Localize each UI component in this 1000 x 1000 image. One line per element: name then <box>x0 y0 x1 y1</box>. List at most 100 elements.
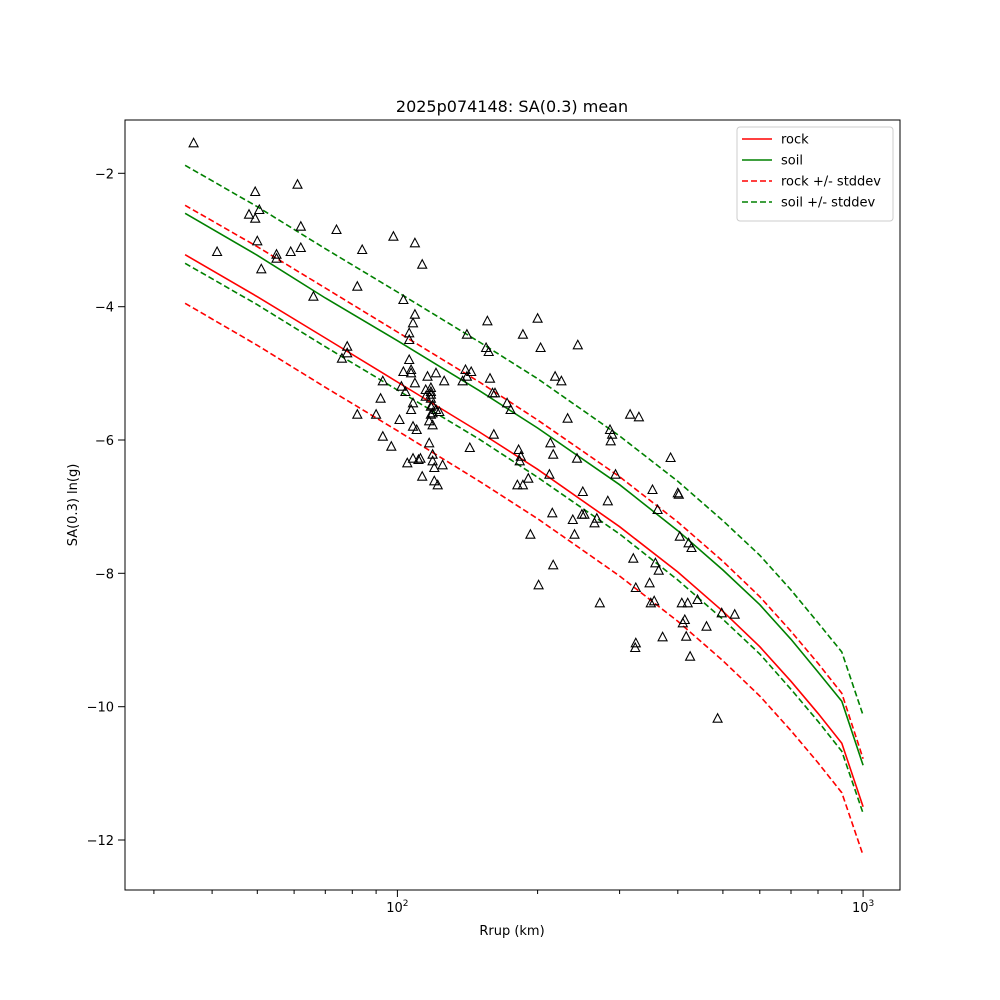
observation-point <box>425 381 437 393</box>
observation-point <box>624 408 636 419</box>
series-line-5 <box>184 262 864 814</box>
observation-point <box>397 365 409 377</box>
observation-point <box>549 370 561 381</box>
observation-point <box>484 372 496 383</box>
observation-point <box>422 370 433 381</box>
observation-point <box>569 528 580 539</box>
observation-point <box>682 597 694 608</box>
observation-point <box>188 137 200 148</box>
observation-point <box>407 452 419 463</box>
y-tick-label: −10 <box>87 701 114 716</box>
observation-point <box>488 428 500 439</box>
observation-point <box>684 650 696 661</box>
observation-point <box>307 290 319 301</box>
y-tick-label: −8 <box>95 567 114 582</box>
observation-point <box>532 312 544 323</box>
observation-point <box>543 468 555 479</box>
observation-point <box>387 230 399 241</box>
observation-point <box>489 387 501 398</box>
observation-point <box>555 375 567 386</box>
observation-point <box>630 637 642 648</box>
observation-point <box>413 453 424 465</box>
observation-point <box>403 333 415 345</box>
observation-point <box>295 241 307 253</box>
observation-point <box>522 472 534 483</box>
observation-point <box>464 441 476 453</box>
observation-point <box>676 597 688 608</box>
legend: rock soil rock +/- stddev soil +/- stddev <box>736 126 894 222</box>
chart-title: 2025p074148: SA(0.3) mean <box>396 97 628 116</box>
observation-point <box>680 630 692 641</box>
observation-point <box>562 412 574 423</box>
legend-label: rock <box>781 133 809 148</box>
observation-point <box>657 631 669 642</box>
observation-point <box>630 581 642 593</box>
observation-point <box>428 475 440 486</box>
observation-point <box>465 365 477 377</box>
observation-point <box>547 559 559 570</box>
legend-label: soil <box>781 154 803 169</box>
observation-point <box>331 223 342 235</box>
observation-point <box>513 443 525 455</box>
y-tick-label: −4 <box>95 301 114 316</box>
observation-point <box>515 450 527 461</box>
observation-point <box>336 352 348 363</box>
y-axis-ticks: −12 −10 −8 −6 −4 −2 <box>87 167 125 849</box>
y-tick-label: −6 <box>95 434 114 449</box>
observation-point <box>385 440 397 451</box>
observation-point <box>547 448 559 459</box>
series-line-4 <box>184 164 864 716</box>
y-tick-label: −12 <box>87 834 114 849</box>
observation-point <box>633 411 645 422</box>
observation-point <box>501 397 513 408</box>
observation-point <box>567 513 579 525</box>
observation-point <box>377 375 389 386</box>
observation-point <box>351 408 363 419</box>
observation-point <box>295 220 307 231</box>
observation-point <box>686 541 697 553</box>
observation-point <box>416 258 428 269</box>
observation-point <box>511 479 523 490</box>
observation-point <box>716 607 728 618</box>
observation-point <box>403 327 415 338</box>
observation-point <box>399 385 411 397</box>
observation-point <box>405 367 417 378</box>
observation-point <box>423 437 435 448</box>
observation-point <box>524 528 536 539</box>
observation-point <box>356 243 368 255</box>
observation-point <box>627 552 639 563</box>
observation-point <box>427 407 439 418</box>
observation-point <box>423 415 435 426</box>
observation-point <box>409 377 421 388</box>
observation-point <box>405 403 417 415</box>
observation-point <box>652 503 664 515</box>
observation-point <box>249 185 261 197</box>
observation-point <box>432 479 444 490</box>
observation-point <box>395 380 407 391</box>
series-line-1 <box>184 212 864 766</box>
observation-point <box>602 495 614 506</box>
observation-point <box>425 385 437 397</box>
observation-point <box>341 340 353 351</box>
observation-point <box>578 508 590 519</box>
observation-point <box>438 375 450 386</box>
observation-point <box>243 208 255 219</box>
plot-frame <box>124 119 901 891</box>
legend-label: rock +/- stddev <box>781 175 881 190</box>
observation-point <box>416 470 428 481</box>
observation-point <box>647 483 658 495</box>
observation-point <box>665 451 677 463</box>
observation-point <box>425 388 437 399</box>
observation-point <box>251 235 263 246</box>
observation-point <box>427 455 439 466</box>
observation-point <box>692 593 703 605</box>
observation-point <box>546 507 558 518</box>
observation-point <box>397 293 409 305</box>
observation-point <box>377 430 389 441</box>
observation-point <box>653 564 665 575</box>
observation-point <box>683 537 695 548</box>
observation-point <box>255 263 267 274</box>
observation-point <box>292 178 303 189</box>
series-lines <box>184 164 864 856</box>
